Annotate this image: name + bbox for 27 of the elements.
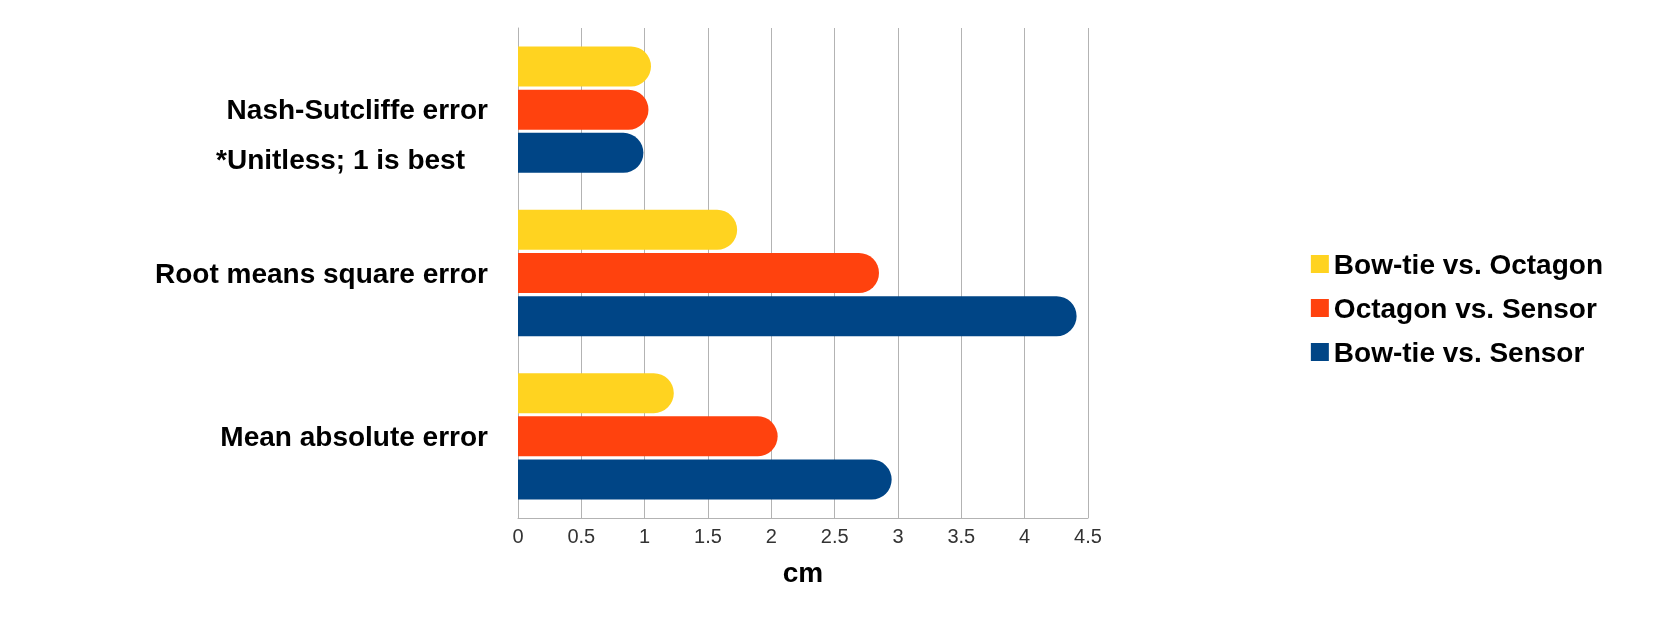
bar — [518, 416, 778, 457]
x-tick-label: 3 — [892, 525, 904, 547]
bar — [518, 253, 879, 293]
bar — [518, 209, 738, 250]
legend-label: Bow-tie vs. Octagon — [1333, 248, 1604, 280]
x-tick-label: 4.5 — [1074, 525, 1102, 547]
x-tick-label: 4 — [1019, 525, 1031, 547]
legend-label: Octagon vs. Sensor — [1333, 292, 1597, 324]
x-tick-label: 0 — [512, 525, 524, 547]
legend-label: Bow-tie vs. Sensor — [1333, 336, 1585, 368]
x-axis-title: cm — [782, 556, 824, 588]
y-tick-label: Root means square error — [155, 257, 489, 289]
x-tick-label: 1 — [639, 525, 651, 547]
text: *Unitless; 1 is best — [216, 144, 466, 176]
bar — [518, 46, 651, 87]
x-tick-label: 2.5 — [820, 525, 849, 547]
x-tick-label: 1.5 — [694, 525, 722, 547]
bar — [518, 296, 1077, 337]
bar — [518, 132, 644, 173]
bar — [518, 373, 674, 414]
x-tick-label: 2 — [765, 525, 777, 547]
x-tick-label: 0.5 — [567, 525, 596, 547]
x-tick-label: 3.5 — [947, 525, 976, 547]
y-tick-label: Nash-Sutcliffe error — [226, 94, 489, 126]
bar — [518, 89, 649, 130]
bar — [518, 459, 892, 500]
y-tick-label: Mean absolute error — [220, 420, 489, 452]
